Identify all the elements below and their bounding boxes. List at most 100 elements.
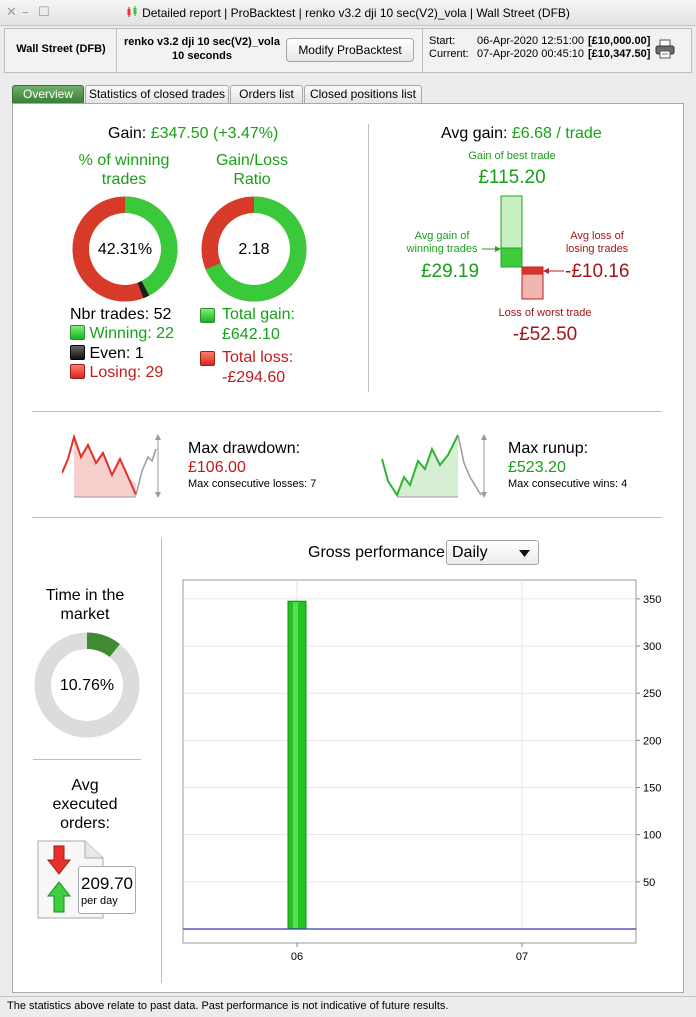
timeframe-label: 10 seconds <box>172 50 232 62</box>
gain-summary: Gain: £347.50 (+3.47%) <box>108 125 278 143</box>
total-gain-legend-swatch <box>200 308 215 323</box>
gain-loss-ratio-title-line2: Ratio <box>233 171 271 188</box>
max-drawdown-label: Max drawdown: <box>188 440 301 457</box>
max-drawdown-value: £106.00 <box>188 459 246 476</box>
chevron-down-icon <box>519 550 530 557</box>
avg-gain-summary: Avg gain: £6.68 / trade <box>441 125 602 143</box>
max-consecutive-losses: Max consecutive losses: 7 <box>188 478 317 490</box>
candlestick-chart-icon <box>127 6 137 17</box>
time-in-market-donut <box>34 632 140 738</box>
current-label: Current: <box>429 48 469 60</box>
current-capital: [£10,347.50] <box>588 48 651 60</box>
y-tick-label: 250 <box>643 688 661 700</box>
horizontal-divider <box>32 411 662 412</box>
disclaimer-footer: The statistics above relate to past data… <box>0 996 696 1017</box>
start-capital: [£10,000.00] <box>588 35 651 47</box>
x-tick-label-07: 07 <box>516 951 528 963</box>
title-part-system: renko v3.2 dji 10 sec(V2)_vola <box>305 6 467 20</box>
system-cell: renko v3.2 dji 10 sec(V2)_vola 10 second… <box>117 29 423 72</box>
maximize-window-icon[interactable]: ☐ <box>38 5 50 20</box>
window-title: Detailed report | ProBacktest | renko v3… <box>0 6 696 20</box>
worst-trade-label: Loss of worst trade <box>498 307 592 319</box>
avg-orders-title-line2: executed <box>52 796 118 813</box>
avg-loss-label-line2: losing trades <box>565 243 629 255</box>
winning-trades-donut <box>72 196 178 302</box>
gain-value: £347.50 (+3.47%) <box>150 125 279 142</box>
horizontal-divider <box>33 759 141 760</box>
max-runup-label: Max runup: <box>508 440 589 457</box>
y-tick-label: 200 <box>643 735 661 747</box>
avg-loss-value: -£10.16 <box>565 261 630 282</box>
modify-probacktest-button[interactable]: Modify ProBacktest <box>286 38 414 62</box>
best-trade-label: Gain of best trade <box>468 150 556 162</box>
y-tick-label: 300 <box>643 641 661 653</box>
runup-sparkline-icon <box>381 434 487 498</box>
chart-y-axis: 50 100 150 200 250 300 350 <box>636 594 661 889</box>
gain-loss-ratio-value: 2.18 <box>238 241 270 258</box>
gross-performance-chart: 50 100 150 200 250 300 350 06 07 <box>182 579 661 963</box>
start-date: 06-Apr-2020 12:51:00 <box>477 35 585 47</box>
total-loss-value: -£294.60 <box>222 369 286 386</box>
losing-legend-swatch <box>70 364 85 379</box>
period-select[interactable]: Daily <box>446 540 539 565</box>
title-part-instrument: Wall Street (DFB) <box>476 6 570 20</box>
vertical-divider <box>368 124 369 392</box>
avg-orders-unit: per day <box>81 895 118 907</box>
gain-loss-ratio-donut <box>201 196 307 302</box>
even-count: Even: 1 <box>70 345 144 363</box>
y-tick-label: 50 <box>643 877 655 889</box>
title-separator: | <box>298 6 302 20</box>
avg-gain-value: £6.68 / trade <box>511 125 602 142</box>
tab-overview[interactable]: Overview <box>12 85 84 103</box>
orders-per-day-card <box>78 866 136 914</box>
winning-trades-title-line1: % of winning <box>78 152 170 169</box>
gain-loss-ratio-title-line1: Gain/Loss <box>215 152 289 169</box>
avg-win-label-line2: winning trades <box>406 243 478 255</box>
vertical-divider <box>161 538 162 983</box>
winning-count: Winning: 22 <box>70 325 174 343</box>
time-in-market-title-line2: market <box>60 606 110 623</box>
avg-win-value: £29.19 <box>420 261 480 282</box>
y-tick-label: 100 <box>643 830 661 842</box>
best-trade-value: £115.20 <box>478 167 546 188</box>
chart-bars <box>183 600 636 930</box>
total-loss-legend-swatch <box>200 351 215 366</box>
window-title-bar: ✕ – ☐ Detailed report | ProBacktest | re… <box>0 0 696 26</box>
avg-loss-label-line1: Avg loss of <box>570 230 624 242</box>
avg-orders-value: 209.70 <box>81 874 133 893</box>
tab-orders-list[interactable]: Orders list <box>230 85 303 103</box>
gain-label: Gain: <box>108 125 147 142</box>
total-loss-label: Total loss: <box>222 349 294 366</box>
report-header: Wall Street (DFB) renko v3.2 dji 10 sec(… <box>4 28 692 73</box>
trade-range-diagram <box>482 195 564 300</box>
bar-highlight <box>293 602 298 928</box>
horizontal-divider <box>32 517 662 518</box>
printer-icon[interactable] <box>655 39 675 59</box>
y-tick-label: 150 <box>643 783 661 795</box>
even-legend-swatch <box>70 345 85 360</box>
total-gain-label: Total gain: <box>222 306 295 323</box>
chart-x-axis: 06 07 <box>291 943 528 963</box>
title-part-report: Detailed report <box>142 6 221 20</box>
winning-trades-title-line2: trades <box>101 171 147 188</box>
max-consecutive-wins: Max consecutive wins: 4 <box>508 478 628 490</box>
current-date: 07-Apr-2020 00:45:10 <box>477 48 585 60</box>
time-in-market-value: 10.76% <box>59 677 115 694</box>
winning-trades-percent: 42.31% <box>97 241 153 258</box>
tab-closed-positions-list[interactable]: Closed positions list <box>304 85 422 103</box>
title-separator: | <box>224 6 228 20</box>
minimize-window-icon[interactable]: – <box>22 5 29 20</box>
tab-statistics-closed-trades[interactable]: Statistics of closed trades <box>85 85 229 103</box>
title-part-probacktest: ProBacktest <box>230 6 296 20</box>
time-in-market-title-line1: Time in the <box>45 587 125 604</box>
drawdown-sparkline-icon <box>62 433 161 498</box>
instrument-cell: Wall Street (DFB) <box>5 29 117 72</box>
title-separator: | <box>469 6 474 20</box>
y-tick-label: 350 <box>643 594 661 606</box>
worst-trade-value: -£52.50 <box>512 324 578 345</box>
avg-orders-title-line1: Avg <box>71 777 99 794</box>
period-select-value: Daily <box>452 544 488 561</box>
start-label: Start: <box>429 35 456 47</box>
total-gain-value: £642.10 <box>222 326 280 343</box>
close-window-icon[interactable]: ✕ <box>6 5 17 20</box>
